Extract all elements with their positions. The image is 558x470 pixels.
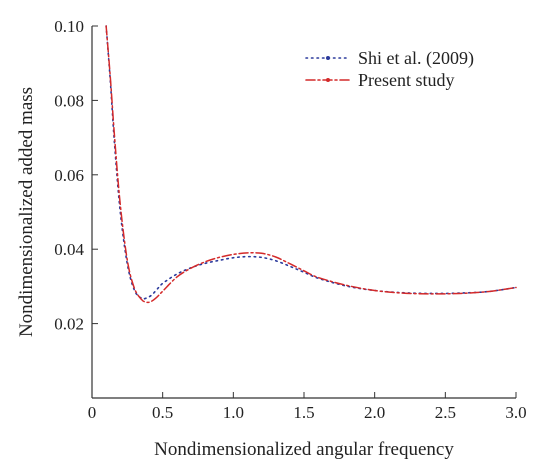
y-tick-label: 0.06 — [54, 166, 84, 185]
y-tick-label: 0.02 — [54, 315, 84, 334]
x-tick-label: 0.5 — [152, 403, 173, 422]
y-tick-label: 0.04 — [54, 240, 84, 259]
series-line-1 — [105, 25, 517, 304]
x-tick-label: 2.5 — [435, 403, 456, 422]
x-axis-label: Nondimensionalized angular frequency — [154, 439, 454, 460]
x-tick-label: 0 — [88, 403, 97, 422]
y-tick-label: 0.08 — [54, 91, 84, 110]
legend-marker-present — [326, 78, 330, 82]
y-axis-label: Nondimensionalized added mass — [16, 87, 37, 337]
y-tick-label: 0.10 — [54, 17, 84, 36]
legend-label-present: Present study — [358, 70, 455, 90]
x-tick-label: 2.0 — [364, 403, 385, 422]
y-ticks: 0.02 0.04 0.06 0.08 0.10 — [54, 17, 98, 334]
legend-label-shi: Shi et al. (2009) — [358, 48, 474, 69]
x-tick-label: 1.5 — [293, 403, 314, 422]
x-tick-label: 3.0 — [505, 403, 526, 422]
legend: Shi et al. (2009) Present study — [305, 48, 474, 90]
legend-marker-shi — [326, 56, 330, 60]
x-ticks: 0 0.5 1.0 1.5 2.0 2.5 3.0 — [88, 392, 527, 422]
series-layer — [105, 25, 517, 304]
x-tick-label: 1.0 — [223, 403, 244, 422]
